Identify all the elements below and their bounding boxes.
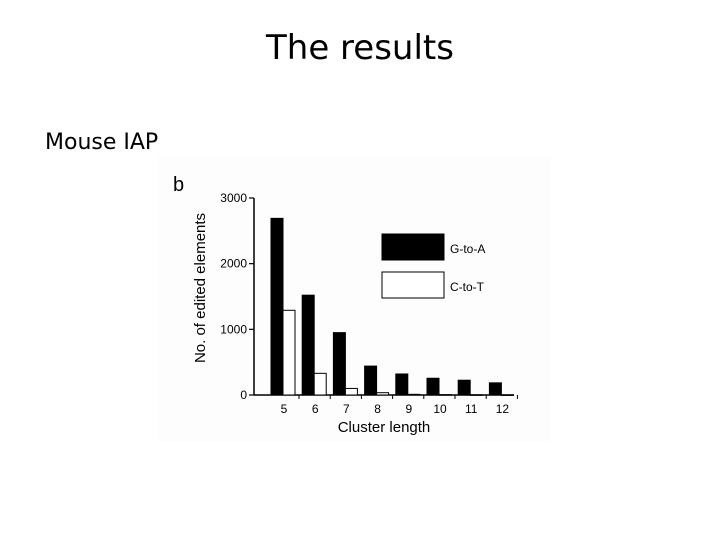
bar-c-to-t-6 <box>313 372 327 396</box>
y-tick-label: 3000 <box>220 191 247 205</box>
panel-label: b <box>173 174 184 196</box>
x-tick-label: 5 <box>281 402 288 416</box>
bar-c-to-t-10 <box>438 394 452 396</box>
x-axis-label: Cluster length <box>338 419 431 436</box>
legend-swatch-g-to-a <box>381 233 445 261</box>
legend-label-g-to-a: G-to-A <box>450 242 485 256</box>
bar-c-to-t-5 <box>282 309 296 396</box>
x-tick-label: 7 <box>343 402 350 416</box>
legend-swatch-c-to-t <box>381 271 445 299</box>
x-tick-label: 11 <box>465 402 478 416</box>
x-tick-label: 12 <box>496 402 510 416</box>
legend-label-c-to-t: C-to-T <box>450 280 485 294</box>
bar-g-to-a-9 <box>395 373 409 396</box>
bar-c-to-t-11 <box>469 394 483 396</box>
y-tick-label: 0 <box>240 388 247 402</box>
slide-title: The results <box>266 28 454 68</box>
bars <box>270 217 514 396</box>
bar-chart: b No. of edited elements Cluster length … <box>173 174 518 436</box>
x-tick-label: 6 <box>312 402 319 416</box>
bar-g-to-a-12 <box>488 382 502 396</box>
bar-g-to-a-8 <box>364 365 378 396</box>
bar-g-to-a-6 <box>301 294 315 396</box>
bar-c-to-t-12 <box>500 394 514 396</box>
y-tick-label: 2000 <box>220 257 247 271</box>
slide-subtitle: Mouse IAP <box>45 130 159 155</box>
bar-g-to-a-10 <box>426 377 440 396</box>
legend: G-to-A C-to-T <box>381 233 485 299</box>
bar-c-to-t-8 <box>376 392 390 396</box>
chart-figure: b No. of edited elements Cluster length … <box>157 157 550 442</box>
y-axis-label: No. of edited elements <box>192 213 209 363</box>
x-tick-label: 8 <box>374 402 381 416</box>
bar-g-to-a-5 <box>270 217 284 396</box>
bar-g-to-a-11 <box>457 379 471 396</box>
x-tick-label: 10 <box>433 402 447 416</box>
ticks: 0 1000 2000 3000 5 6 7 8 9 10 11 12 <box>220 191 518 416</box>
bar-g-to-a-7 <box>332 332 346 396</box>
bar-c-to-t-7 <box>344 387 358 396</box>
x-tick-label: 9 <box>405 402 412 416</box>
bar-c-to-t-9 <box>407 393 421 396</box>
y-tick-label: 1000 <box>220 322 247 336</box>
